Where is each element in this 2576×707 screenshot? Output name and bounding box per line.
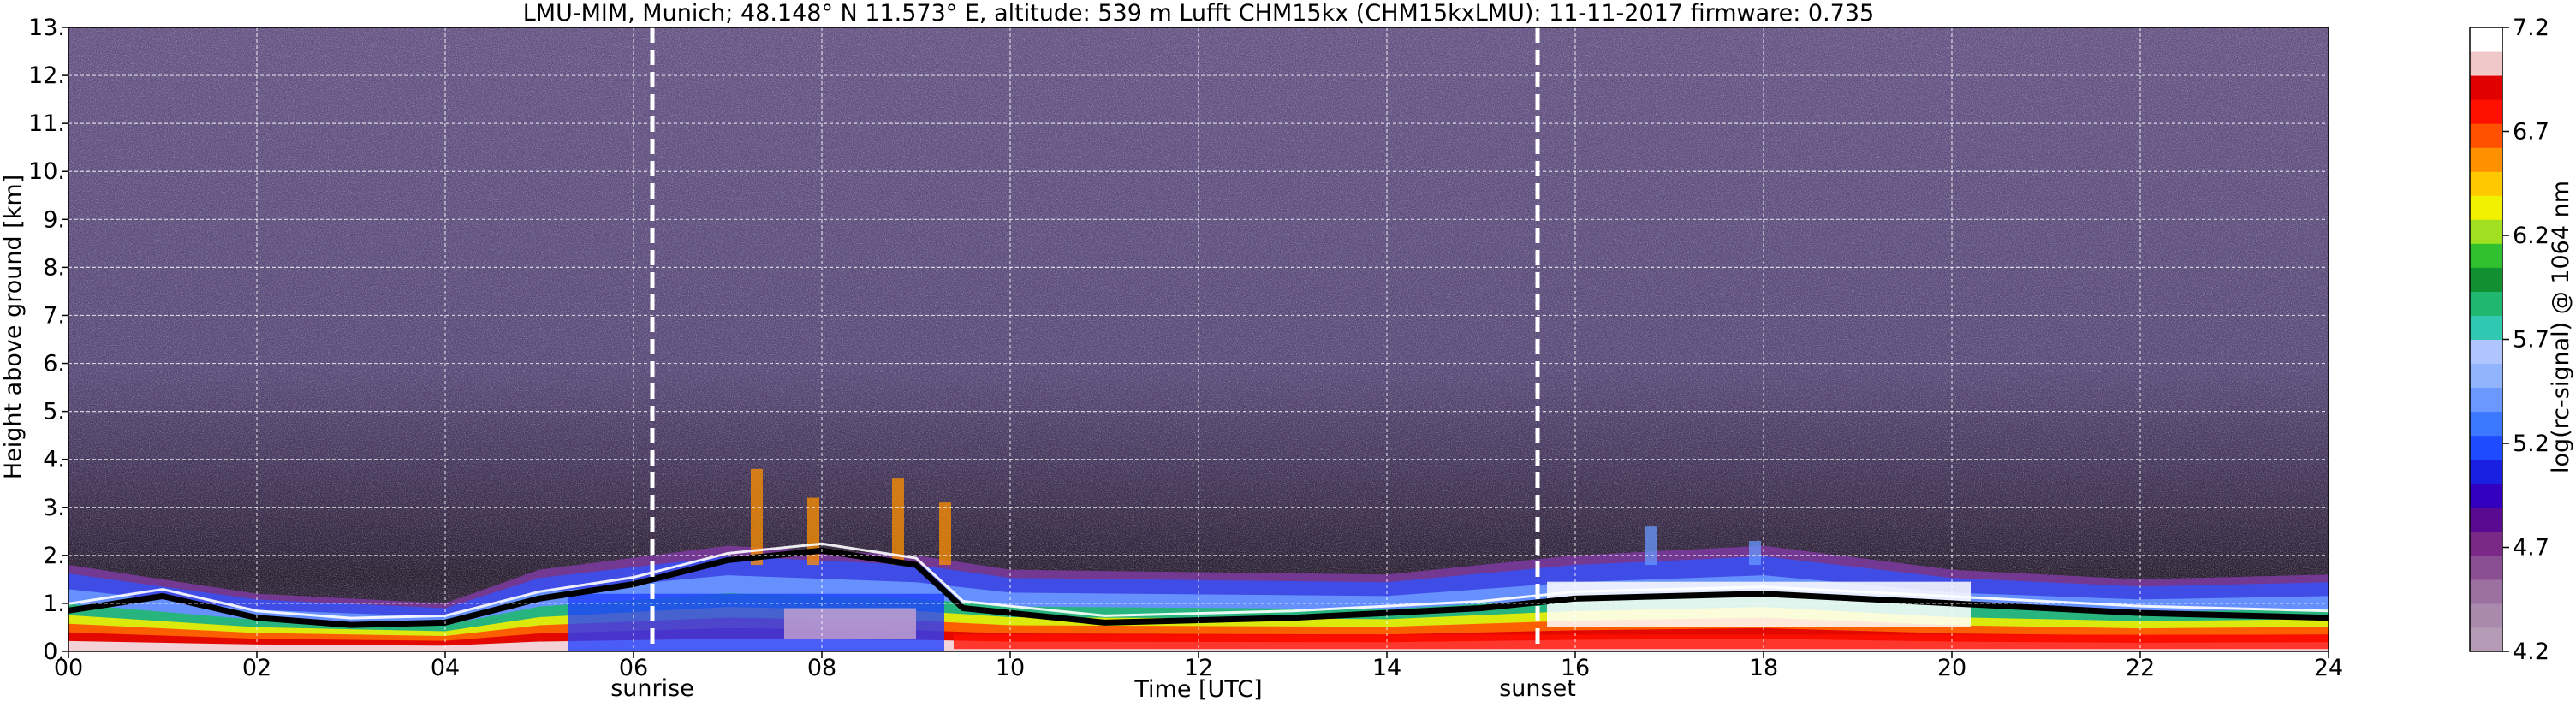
y-tick-label: 9. xyxy=(43,206,65,233)
colorbar-segment xyxy=(2470,363,2502,389)
colorbar-segment xyxy=(2470,459,2502,484)
x-tick-label: 00 xyxy=(54,655,83,681)
x-tick-label: 24 xyxy=(2314,655,2343,681)
colorbar-segment xyxy=(2470,171,2502,196)
x-axis-label: Time [UTC] xyxy=(1133,676,1262,703)
cloud-plume xyxy=(1645,526,1657,566)
x-axis: 00 02 04 06 08 10 12 14 16 18 20 22 24 xyxy=(54,651,2343,681)
x-tick-label: 10 xyxy=(996,655,1025,681)
y-tick-label: 8. xyxy=(43,254,65,281)
colorbar-tick-label: 5.2 xyxy=(2513,431,2549,457)
cloud-plume xyxy=(751,468,763,566)
colorbar-segment xyxy=(2470,99,2502,124)
annotation-label-sunset: sunset xyxy=(1499,675,1576,702)
y-tick-label: 5. xyxy=(43,399,65,425)
y-tick-label: 0. xyxy=(43,639,65,665)
colorbar-ticks: 4.2 4.7 5.2 5.7 6.2 6.7 7.2 xyxy=(2502,15,2549,665)
colorbar-segment xyxy=(2470,123,2502,148)
colorbar-segment xyxy=(2470,339,2502,365)
colorbar-tick-label: 6.7 xyxy=(2513,119,2549,146)
colorbar xyxy=(2469,27,2503,652)
colorbar-tick-label: 6.2 xyxy=(2513,223,2549,249)
colorbar-segment xyxy=(2470,195,2502,220)
annotation-lines xyxy=(650,27,1540,651)
y-tick-label: 3. xyxy=(43,495,65,521)
x-tick-label: 14 xyxy=(1372,655,1401,681)
x-tick-label: 20 xyxy=(1937,655,1966,681)
plot-area xyxy=(68,27,2329,651)
colorbar-segment xyxy=(2470,267,2502,292)
y-tick-label: 13. xyxy=(28,15,65,41)
x-tick-label: 02 xyxy=(242,655,271,681)
y-tick-label: 6. xyxy=(43,351,65,377)
x-tick-label: 22 xyxy=(2126,655,2155,681)
colorbar-tick-label: 4.7 xyxy=(2513,535,2549,561)
colorbar-label: log(rc-signal) @ 1064 nm xyxy=(2548,181,2574,473)
colorbar-segment xyxy=(2470,315,2502,340)
colorbar-segment xyxy=(2470,291,2502,316)
y-tick-label: 4. xyxy=(43,447,65,473)
colorbar-segment xyxy=(2470,387,2502,413)
colorbar-segment xyxy=(2470,531,2502,556)
colorbar-segment xyxy=(2470,219,2502,244)
colorbar-segment xyxy=(2470,147,2502,172)
x-tick-label: 18 xyxy=(1749,655,1778,681)
annotation-labels: sunrise sunset xyxy=(610,675,1576,702)
x-tick-label: 08 xyxy=(807,655,836,681)
colorbar-segment xyxy=(2470,627,2502,652)
evening-white-layer xyxy=(1547,581,1971,627)
y-tick-label: 7. xyxy=(43,302,65,329)
grid-lines xyxy=(68,27,2329,651)
morning-mauve-block xyxy=(784,608,916,639)
colorbar-segment xyxy=(2470,411,2502,437)
colorbar-segment xyxy=(2470,243,2502,268)
colorbar-segment xyxy=(2470,435,2502,460)
colorbar-segment xyxy=(2470,75,2502,100)
colorbar-segment xyxy=(2470,507,2502,532)
x-tick-label: 04 xyxy=(431,655,460,681)
x-tick-label: 16 xyxy=(1561,655,1590,681)
colorbar-tick-label: 7.2 xyxy=(2513,15,2549,41)
colorbar-segment xyxy=(2470,51,2502,76)
colorbar-segment xyxy=(2470,579,2502,604)
y-tick-label: 1. xyxy=(43,591,65,617)
cloud-plume xyxy=(939,502,951,566)
y-axis: 0. 1. 2. 3. 4. 5. 6. 7. 8. 9. 10. 11. 12. 13. xyxy=(28,15,68,665)
colorbar-segment xyxy=(2470,555,2502,580)
annotation-label-sunrise: sunrise xyxy=(610,675,694,702)
y-axis-label: Height above ground [km] xyxy=(0,175,27,479)
colorbar-tick-label: 5.7 xyxy=(2513,327,2549,354)
cloud-plume xyxy=(1749,541,1761,566)
colorbar-segment xyxy=(2470,27,2502,52)
cloud-plume xyxy=(892,478,904,566)
colorbar-segment xyxy=(2470,483,2502,508)
x-tick-label: 06 xyxy=(619,655,648,681)
y-tick-label: 12. xyxy=(28,62,65,89)
y-tick-label: 11. xyxy=(28,110,65,137)
x-tick-label: 12 xyxy=(1184,655,1213,681)
chart-title: LMU-MIM, Munich; 48.148° N 11.573° E, al… xyxy=(523,0,1874,27)
y-tick-label: 2. xyxy=(43,543,65,569)
colorbar-tick-label: 4.2 xyxy=(2513,639,2549,665)
surface-red-layer xyxy=(954,634,2329,650)
colorbar-segment xyxy=(2470,603,2502,628)
y-tick-label: 10. xyxy=(28,158,65,185)
